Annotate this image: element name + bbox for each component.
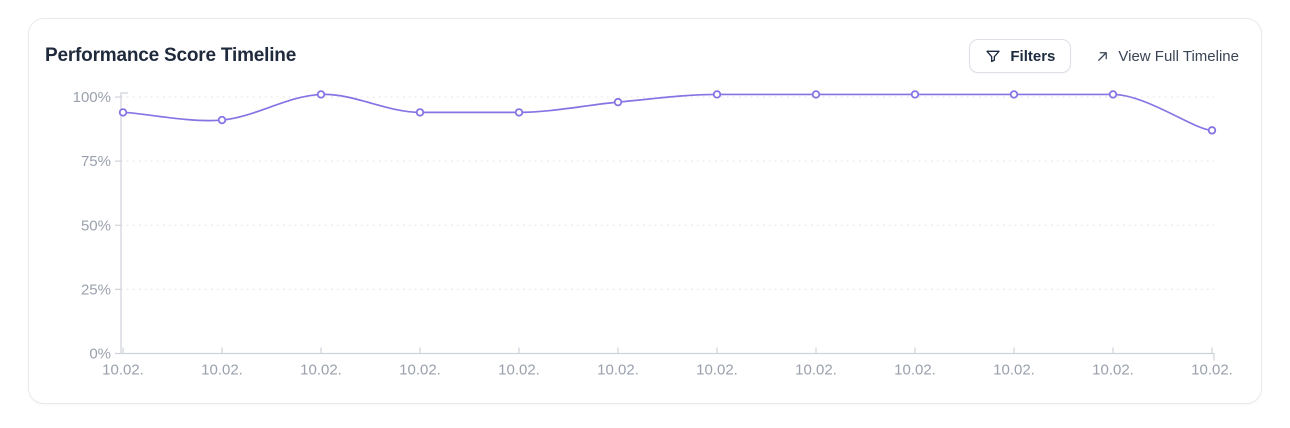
view-full-timeline-label: View Full Timeline: [1118, 47, 1239, 65]
x-axis-label: 10.02.: [399, 362, 441, 379]
data-point[interactable]: [811, 90, 821, 99]
data-point[interactable]: [910, 90, 920, 99]
x-axis-label: 10.02.: [894, 362, 936, 379]
x-axis-label: 10.02.: [201, 362, 243, 379]
y-axis-label: 50%: [81, 217, 111, 234]
x-axis-label: 10.02.: [1092, 362, 1134, 379]
filters-button[interactable]: Filters: [969, 39, 1072, 73]
x-axis-label: 10.02.: [696, 362, 738, 379]
data-point[interactable]: [118, 108, 128, 117]
y-axis-label: 75%: [81, 153, 111, 170]
filter-funnel-icon: [985, 48, 1001, 64]
x-axis-label: 10.02.: [597, 362, 639, 379]
x-axis-label: 10.02.: [1191, 362, 1233, 379]
data-point[interactable]: [514, 108, 524, 117]
x-axis-label: 10.02.: [498, 362, 540, 379]
filters-label: Filters: [1010, 47, 1056, 65]
data-point[interactable]: [1108, 90, 1118, 99]
timeline-chart: 0% 25% 50% 75% 100% 10.02. 10.02. 10.02. 10.02. 1…: [73, 89, 1233, 379]
y-axis-label: 100%: [73, 89, 111, 106]
data-point[interactable]: [1207, 126, 1217, 135]
card-header: Performance Score Timeline Filters View …: [29, 19, 1261, 73]
data-point[interactable]: [415, 108, 425, 117]
data-point[interactable]: [712, 90, 722, 99]
x-axis-label: 10.02.: [300, 362, 342, 379]
x-axis-label: 10.02.: [993, 362, 1035, 379]
data-point[interactable]: [316, 90, 326, 99]
x-axis-label: 10.02.: [102, 362, 144, 379]
header-actions: Filters View Full Timeline: [969, 39, 1239, 73]
series-line: [122, 93, 1213, 132]
data-point[interactable]: [1009, 90, 1019, 99]
arrow-up-right-icon: [1095, 49, 1110, 64]
performance-timeline-card: Performance Score Timeline Filters View …: [28, 18, 1262, 404]
page-title: Performance Score Timeline: [45, 45, 297, 66]
view-full-timeline-link[interactable]: View Full Timeline: [1095, 48, 1239, 65]
data-point[interactable]: [613, 97, 623, 107]
y-axis-label: 0%: [89, 346, 111, 363]
x-axis-label: 10.02.: [795, 362, 837, 379]
y-axis-label: 25%: [81, 281, 111, 298]
data-point[interactable]: [217, 115, 227, 125]
axis-line: [120, 92, 1215, 361]
